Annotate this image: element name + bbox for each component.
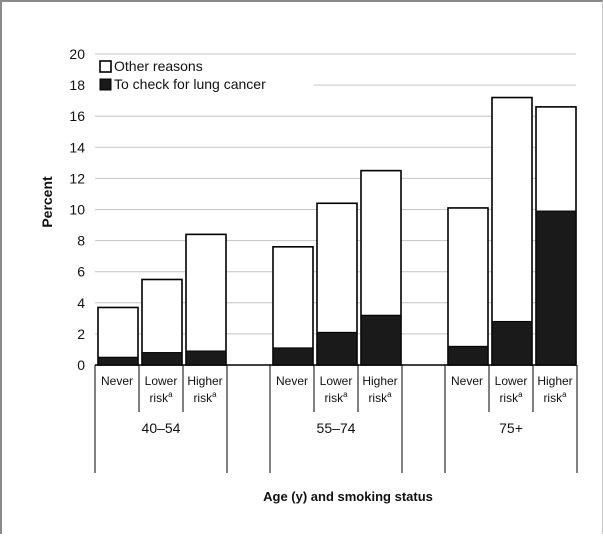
bar-other-reasons — [97, 306, 139, 366]
legend: Other reasons To check for lung cancer — [99, 58, 266, 92]
bar-lung-cancer — [491, 320, 533, 366]
x-tick-label: Lower — [320, 374, 353, 388]
x-tick-label: Never — [101, 374, 133, 388]
bar-lung-cancer — [316, 331, 358, 366]
x-tick-label: Lower — [145, 374, 178, 388]
group-label: 40–54 — [142, 420, 181, 436]
bar-lung-cancer — [97, 356, 139, 366]
group-label: 55–74 — [317, 420, 356, 436]
legend-label-lung-cancer: To check for lung cancer — [114, 76, 266, 92]
bar-other-reasons — [272, 246, 314, 366]
y-tick-label: 4 — [77, 295, 85, 311]
y-tick-label: 18 — [69, 77, 85, 93]
bar-lung-cancer — [360, 314, 402, 366]
y-tick-label: 14 — [69, 139, 85, 155]
x-tick-label: Higher — [362, 374, 397, 388]
bars — [97, 96, 577, 366]
bar-lung-cancer — [185, 350, 227, 366]
group-label: 75+ — [499, 420, 523, 436]
y-axis-label: Percent — [39, 176, 55, 228]
bar-lung-cancer — [272, 347, 314, 366]
bar-other-reasons — [185, 233, 227, 366]
x-axis-categories: Never Lower riska Higher riska 40–54 Never Lowe… — [94, 365, 578, 473]
bar-lung-cancer — [141, 352, 183, 366]
x-tick-label: Lower — [495, 374, 528, 388]
x-tick-label: Never — [276, 374, 308, 388]
y-tick-label: 16 — [69, 108, 85, 124]
x-tick-label: riska — [368, 390, 392, 405]
x-tick-label: Higher — [537, 374, 572, 388]
x-tick-label: Never — [451, 374, 483, 388]
y-tick-label: 6 — [77, 264, 85, 280]
x-tick-label: riska — [324, 390, 348, 405]
x-tick-label: riska — [193, 390, 217, 405]
y-tick-label: 10 — [69, 202, 85, 218]
y-tick-label: 12 — [69, 170, 85, 186]
y-tick-label: 0 — [77, 357, 85, 373]
bar-other-reasons — [491, 96, 533, 366]
bar-lung-cancer — [535, 210, 577, 366]
y-tick-label: 20 — [69, 46, 85, 62]
bar-other-reasons — [141, 278, 183, 366]
x-tick-label: Higher — [187, 374, 222, 388]
x-tick-label: riska — [499, 390, 523, 405]
legend-label-other-reasons: Other reasons — [114, 58, 203, 74]
y-tick-label: 2 — [77, 326, 85, 342]
bar-lung-cancer — [447, 345, 489, 366]
bar-other-reasons — [447, 207, 489, 366]
x-axis-label: Age (y) and smoking status — [263, 489, 433, 504]
legend-swatch-lung-cancer — [99, 78, 112, 91]
x-tick-label: riska — [543, 390, 567, 405]
y-tick-label: 8 — [77, 233, 85, 249]
legend-swatch-other-reasons — [99, 60, 112, 73]
x-tick-label: riska — [149, 390, 173, 405]
